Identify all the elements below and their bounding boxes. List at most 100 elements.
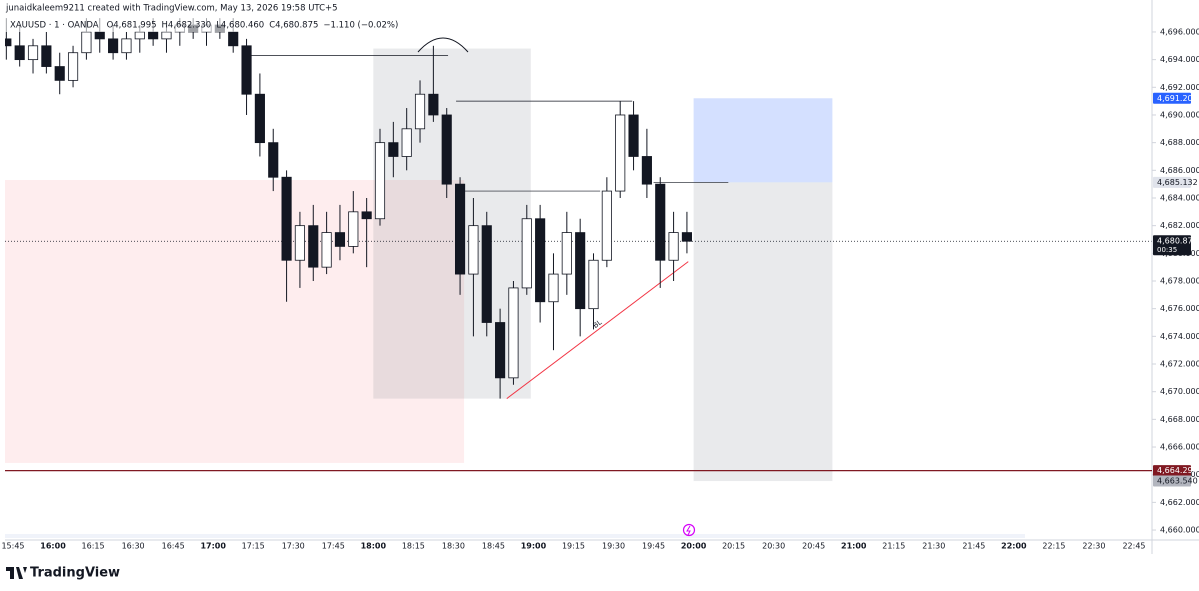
legend-bg xyxy=(4,18,564,32)
y-tick-label: 4,686.000 xyxy=(1160,166,1199,175)
candle-body xyxy=(27,45,39,61)
event-icon[interactable] xyxy=(682,523,696,537)
x-tick-label: 17:45 xyxy=(322,542,345,551)
last-price-tag xyxy=(1153,235,1191,256)
candle-body xyxy=(67,52,79,81)
candle-body xyxy=(94,31,105,40)
candle-body xyxy=(334,232,346,247)
candle-body xyxy=(588,259,599,310)
y-tick-label: 4,684.000 xyxy=(1160,193,1199,202)
y-tick-label: 4,670.000 xyxy=(1160,387,1199,396)
x-tick-label: 18:00 xyxy=(361,542,387,551)
ohlc-value: H4,682.330 xyxy=(162,21,212,31)
y-tick-label: 4,662.000 xyxy=(1160,498,1199,507)
candle-body xyxy=(134,31,145,40)
y-tick-label: 4,692.000 xyxy=(1160,83,1199,92)
x-tick-label: 20:15 xyxy=(722,542,745,551)
candle-body xyxy=(668,232,679,261)
candle-body xyxy=(428,93,439,116)
y-tick-label: 4,678.000 xyxy=(1160,276,1199,285)
x-tick-label: 19:30 xyxy=(602,542,625,551)
x-tick-label: 20:45 xyxy=(802,542,825,551)
x-tick-label: 19:00 xyxy=(521,542,547,551)
price-tag-label: 4,664.294 xyxy=(1157,466,1198,475)
candle-body xyxy=(14,45,25,61)
x-tick-label: 17:15 xyxy=(242,542,265,551)
ohlc-value: O4,681.995 xyxy=(107,21,157,31)
y-tick-label: 4,674.000 xyxy=(1160,332,1199,341)
candle-body xyxy=(575,232,586,310)
loss-zone xyxy=(693,182,833,482)
x-tick-label: 22:15 xyxy=(1042,542,1065,551)
x-tick-label: 21:00 xyxy=(841,542,867,551)
x-tick-label: 18:45 xyxy=(482,542,505,551)
y-tick-label: 4,666.000 xyxy=(1160,443,1199,452)
ohlc-value: −1.110 (−0.02%) xyxy=(323,21,398,31)
symbol: XAUUSD · 1 · OANDA xyxy=(10,21,99,31)
x-tick-label: 16:45 xyxy=(162,542,185,551)
price-tag-label: 4,691.207 xyxy=(1157,94,1198,103)
candle-body xyxy=(681,232,692,242)
candle-body xyxy=(148,31,159,40)
ohlc-value: L4,680.460 xyxy=(216,21,264,31)
y-tick-label: 4,694.000 xyxy=(1160,55,1199,64)
candle-body xyxy=(414,93,426,130)
candle-body xyxy=(468,225,479,275)
candle-body xyxy=(281,176,292,261)
x-tick-label: 22:30 xyxy=(1082,542,1105,551)
zone xyxy=(5,180,465,463)
last-price-label: 4,680.875 xyxy=(1157,237,1198,246)
price-tag-label: 4,663.540 xyxy=(1157,477,1198,486)
candle-body xyxy=(294,225,305,261)
y-tick-label: 4,696.000 xyxy=(1160,27,1199,36)
x-tick-label: 21:30 xyxy=(922,542,945,551)
candle-body xyxy=(308,225,319,268)
candle-body xyxy=(548,273,559,303)
candle-body xyxy=(348,211,359,247)
candle-body xyxy=(361,211,372,220)
candle-body xyxy=(641,156,652,185)
candle-body xyxy=(535,218,546,303)
x-tick-label: 22:00 xyxy=(1001,542,1027,551)
countdown: 00:35 xyxy=(1157,246,1177,254)
x-tick-label: 19:45 xyxy=(642,542,665,551)
y-tick-label: 4,690.000 xyxy=(1160,110,1199,119)
candle-body xyxy=(41,45,52,67)
x-tick-label: 21:45 xyxy=(962,542,985,551)
brand-name: TradingView xyxy=(30,566,120,581)
candle-body xyxy=(481,225,492,323)
candle-body xyxy=(228,31,239,47)
y-tick-label: 4,682.000 xyxy=(1160,221,1199,230)
x-tick-label: 16:00 xyxy=(40,542,66,551)
candle-body xyxy=(161,31,172,40)
price-tag xyxy=(1153,465,1191,477)
candle-body xyxy=(454,183,466,275)
candle-body xyxy=(321,232,332,268)
price-tag-label: 4,685.132 xyxy=(1157,178,1198,187)
scrollbar xyxy=(5,534,1025,538)
y-tick-label: 4,688.000 xyxy=(1160,138,1199,147)
x-tick-label: 16:30 xyxy=(122,542,145,551)
ohlc-value: C4,680.875 xyxy=(269,21,318,31)
trendline xyxy=(506,261,689,400)
plot-area xyxy=(5,18,1152,482)
candle-body xyxy=(628,114,639,157)
logo-mark xyxy=(6,567,27,579)
y-tick-label: 4,660.000 xyxy=(1160,526,1199,535)
candle-body xyxy=(241,45,252,95)
header: junaidkaleem9211 created with TradingVie… xyxy=(5,4,338,14)
candle-body xyxy=(441,114,452,185)
candle-body xyxy=(401,128,412,157)
candle-body xyxy=(521,218,532,289)
candle-body xyxy=(374,142,386,220)
brand-logo: TradingView xyxy=(6,566,120,581)
x-tick-label: 15:45 xyxy=(1,542,24,551)
price-tag xyxy=(1153,176,1191,188)
profit-zone xyxy=(693,98,833,183)
candle-body xyxy=(601,190,612,261)
price-tag xyxy=(1153,475,1191,487)
candle-body xyxy=(268,142,279,178)
candle-body xyxy=(495,322,506,379)
arc-drawing xyxy=(417,37,469,53)
